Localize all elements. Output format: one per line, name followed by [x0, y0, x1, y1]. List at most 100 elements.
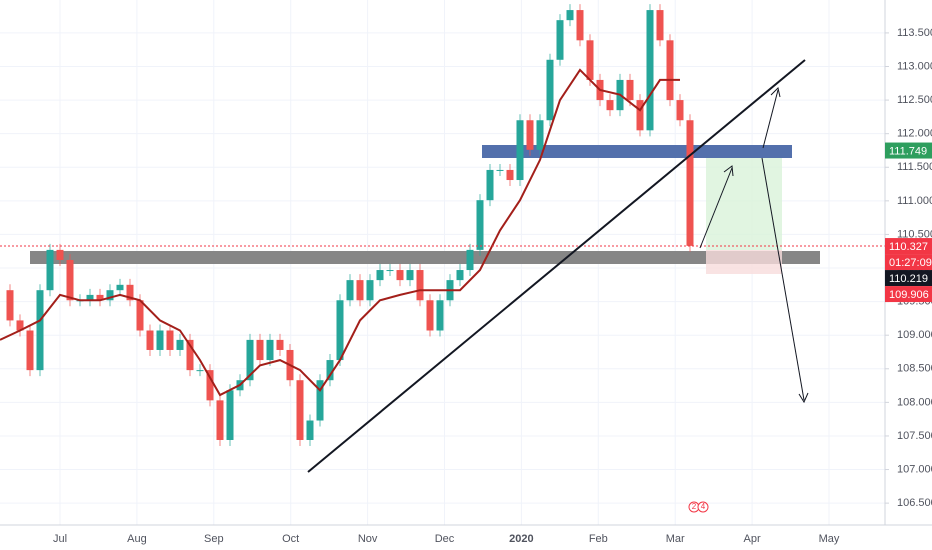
- event-badge-label: 2: [692, 502, 697, 511]
- candle: [96, 294, 104, 301]
- candle: [396, 270, 404, 281]
- candle: [276, 339, 284, 350]
- candle: [126, 284, 134, 301]
- y-tick-label: 111.000: [897, 195, 932, 207]
- candle: [666, 40, 674, 101]
- x-tick-label: May: [819, 533, 840, 545]
- x-tick-label: Dec: [435, 533, 455, 545]
- x-tick-label: Feb: [589, 533, 608, 545]
- support-zone: [30, 251, 820, 264]
- x-tick-label: Nov: [358, 533, 378, 545]
- y-tick-label: 110.500: [897, 228, 932, 240]
- candle: [346, 280, 354, 301]
- candle: [656, 10, 664, 41]
- candle: [316, 380, 324, 421]
- candle: [256, 339, 264, 361]
- candle: [226, 390, 234, 440]
- candle: [406, 270, 414, 281]
- candle: [676, 100, 684, 121]
- candle: [566, 10, 574, 21]
- candle: [426, 300, 434, 331]
- price-label: 111.749: [889, 145, 927, 157]
- candle: [196, 370, 204, 372]
- y-tick-label: 112.500: [897, 94, 932, 106]
- candle: [376, 270, 384, 281]
- candle: [576, 10, 584, 41]
- x-tick-label: Mar: [666, 533, 685, 545]
- candle: [86, 294, 94, 301]
- candle: [306, 420, 314, 440]
- candle: [16, 320, 24, 331]
- marks: [0, 4, 694, 446]
- candle: [246, 339, 254, 381]
- candle: [636, 100, 644, 131]
- x-tick-label: Oct: [282, 533, 299, 545]
- x-tick-label: Apr: [744, 533, 761, 545]
- candle: [536, 120, 544, 150]
- candle: [336, 300, 344, 361]
- event-badge: [697, 501, 709, 513]
- candle: [486, 169, 494, 201]
- candle: [586, 40, 594, 80]
- candle: [606, 100, 614, 111]
- candle: [46, 249, 54, 291]
- price-label: 110.327: [889, 241, 928, 253]
- candle: [206, 370, 214, 401]
- price-label-box: [885, 142, 932, 159]
- candle: [176, 339, 184, 350]
- candle: [686, 120, 694, 246]
- y-tick-label: 109.000: [897, 329, 932, 341]
- target-box: [706, 158, 782, 250]
- candle: [386, 270, 394, 272]
- candle: [66, 259, 74, 301]
- y-tick-label: 113.000: [897, 60, 932, 72]
- candle: [216, 400, 224, 440]
- y-tick-label: 107.000: [897, 463, 932, 475]
- candle: [186, 339, 194, 371]
- price-label-box: [885, 238, 932, 255]
- candle: [466, 249, 474, 271]
- price-label-box: [885, 286, 932, 303]
- candle: [496, 169, 504, 171]
- candle: [106, 290, 114, 301]
- trend-line: [307, 59, 806, 473]
- event-badge-label: 4: [701, 502, 706, 511]
- candle: [296, 380, 304, 440]
- candle: [626, 79, 634, 101]
- stop-box: [706, 250, 782, 274]
- candle: [36, 290, 44, 371]
- candle: [516, 120, 524, 181]
- candle: [476, 200, 484, 250]
- countdown: 01:27:09: [889, 257, 932, 269]
- candle: [26, 330, 34, 371]
- countdown-box: [885, 254, 932, 271]
- candle: [6, 290, 14, 321]
- candle: [156, 330, 164, 350]
- y-tick-label: 111.500: [897, 161, 932, 173]
- price-label: 110.219: [889, 273, 928, 285]
- candle: [56, 249, 64, 260]
- y-tick-label: 106.500: [897, 497, 932, 509]
- price-label: 109.906: [889, 289, 929, 301]
- candle: [136, 300, 144, 331]
- resistance-zone: [482, 145, 792, 158]
- candle: [546, 59, 554, 121]
- x-tick-label: Jul: [53, 533, 67, 545]
- y-tick-label: 112.000: [897, 128, 932, 140]
- axes: 106.500 107.000 107.500 108.000 108.500 109.0…: [53, 27, 932, 545]
- candle: [266, 339, 274, 361]
- candle: [366, 280, 374, 301]
- candle: [526, 120, 534, 150]
- arrows: [699, 87, 809, 404]
- y-tick-label: 108.000: [897, 396, 932, 408]
- candle: [116, 284, 124, 291]
- x-tick-label: Aug: [127, 533, 147, 545]
- candle: [146, 330, 154, 350]
- y-tick-label: 113.500: [897, 27, 932, 39]
- candle: [556, 20, 564, 60]
- candle: [416, 270, 424, 301]
- candle: [646, 10, 654, 131]
- x-tick-label: 2020: [509, 533, 533, 545]
